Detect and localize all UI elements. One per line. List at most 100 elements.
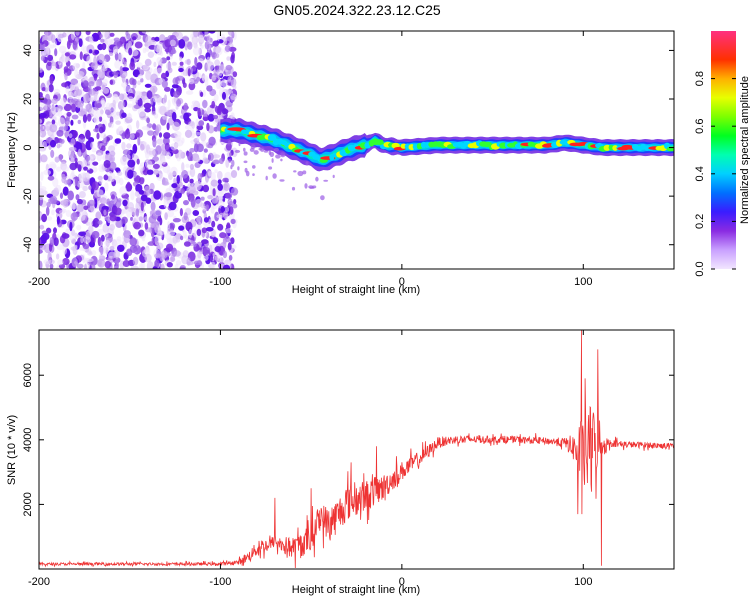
spectrogram-noise-cell	[155, 95, 163, 103]
spectrogram-noise-cell	[99, 132, 107, 139]
spectrogram-noise-cell	[196, 125, 204, 131]
spectrogram-noise-cell	[230, 54, 235, 64]
spectrogram-noise-cell	[167, 67, 173, 74]
spectrogram-noise-cell	[53, 187, 59, 197]
spectrogram-noise-cell	[40, 154, 48, 163]
spectrogram-noise-cell	[136, 120, 140, 129]
spectrogram-noise-cell	[57, 60, 62, 66]
spectrogram-noise-cell	[98, 68, 106, 79]
spectrogram-noise-cell	[138, 263, 144, 269]
spectrogram-noise-cell	[46, 44, 50, 55]
spectrogram-noise-cell	[66, 111, 72, 117]
spectrogram-noise-cell	[74, 232, 78, 239]
spectrogram-noise-cell	[197, 172, 203, 182]
spectrogram-noise-cell	[187, 41, 193, 50]
spectrogram-noise-cell	[44, 84, 50, 93]
spectrogram-noise-cell	[154, 36, 160, 42]
spectrogram-x-tick-label: -200	[28, 276, 50, 288]
spectrogram-noise-cell	[200, 202, 206, 209]
spectrogram-x-tick-label: 0	[399, 276, 405, 288]
spectrogram-noise-cell	[151, 231, 155, 238]
spectrogram-noise-cell	[178, 39, 186, 49]
spectrogram-noise-cell	[209, 187, 213, 197]
spectrogram-noise-cell	[121, 209, 125, 216]
spectrogram-noise-cell	[63, 103, 72, 112]
colorbar-tick-label: 0.8	[694, 71, 706, 86]
spectrogram-noise-cell	[57, 108, 63, 118]
spectrogram-speck	[272, 173, 277, 179]
spectrogram-x-tick-label: 100	[574, 276, 592, 288]
spectrogram-noise-cell	[102, 223, 109, 233]
spectrogram-noise-cell	[176, 139, 184, 147]
spectrogram-noise-cell	[64, 56, 69, 63]
spectrogram-noise-cell	[117, 244, 125, 252]
spectrogram-noise-cell	[52, 177, 59, 188]
spectrogram-noise-cell	[230, 79, 236, 87]
spectrogram-noise-cell	[187, 151, 193, 162]
spectrogram-noise-cell	[173, 250, 181, 257]
spectrogram-noise-cell	[214, 59, 221, 66]
spectrogram-noise-cell	[121, 216, 128, 224]
spectrogram-signal-blob	[421, 141, 427, 149]
spectrogram-noise-cell	[214, 254, 222, 262]
spectrogram-noise-cell	[152, 163, 160, 169]
spectrogram-noise-cell	[144, 83, 152, 88]
spectrogram-noise-cell	[104, 182, 109, 192]
spectrogram-noise-cell	[170, 143, 178, 151]
spectrogram-noise-cell	[145, 70, 152, 81]
spectrogram-noise-cell	[62, 32, 67, 38]
spectrogram-signal-blob	[612, 145, 619, 151]
spectrogram-noise-cell	[53, 88, 61, 95]
spectrogram-noise-cell	[214, 65, 220, 71]
spectrogram-noise-cell	[196, 76, 201, 82]
spectrogram-noise-cell	[184, 125, 192, 130]
spectrogram-noise-cell	[56, 143, 61, 149]
spectrogram-speck	[280, 158, 283, 162]
spectrogram-noise-cell	[86, 55, 92, 65]
spectrogram-noise-cell	[194, 56, 198, 66]
spectrogram-noise-cell	[221, 79, 228, 88]
spectrogram-noise-cell	[132, 98, 136, 107]
spectrogram-speck	[315, 176, 319, 182]
spectrogram-noise-cell	[98, 126, 104, 134]
spectrogram-speck	[275, 154, 281, 159]
spectrogram-noise-cell	[66, 40, 71, 50]
spectrogram-noise-cell	[164, 86, 171, 92]
spectrogram-noise-cell	[49, 123, 58, 133]
spectrogram-noise-cell	[172, 121, 181, 131]
spectrogram-noise-cell	[43, 169, 51, 176]
spectrogram-noise-cell	[51, 98, 58, 105]
spectrogram-noise-cell	[104, 239, 111, 247]
spectrogram-noise-cell	[153, 95, 157, 103]
snr-x-label: Height of straight line (km)	[292, 584, 420, 596]
spectrogram-noise-cell	[216, 31, 220, 42]
spectrogram-noise-cell	[103, 160, 111, 168]
spectrogram-noise-cell	[210, 206, 215, 214]
spectrogram-noise-cell	[105, 102, 112, 111]
spectrogram-speck	[312, 185, 317, 189]
spectrogram-signal-blobs	[221, 126, 674, 201]
spectrogram-noise-cell	[214, 105, 223, 114]
spectrogram-noise-cell	[208, 152, 214, 162]
spectrogram-noise-cell	[53, 227, 57, 234]
spectrogram-noise-cell	[121, 74, 126, 83]
spectrogram-noise-cell	[70, 78, 79, 86]
spectrogram-noise-cell	[72, 40, 78, 50]
spectrogram-noise-cell	[214, 246, 222, 253]
spectrogram-noise-cell	[126, 113, 133, 120]
spectrogram-noise-cell	[51, 119, 56, 125]
spectrogram-noise-cell	[102, 78, 108, 85]
spectrogram-noise-cell	[230, 170, 238, 178]
spectrogram-noise-cell	[186, 257, 191, 266]
spectrogram-noise-cell	[226, 222, 230, 227]
spectrogram-noise-cell	[90, 88, 96, 96]
spectrogram-noise-cell	[233, 199, 237, 205]
spectrogram-noise-cell	[51, 104, 56, 115]
spectrogram-noise-cell	[98, 177, 103, 185]
spectrogram-noise-cell	[70, 31, 76, 40]
spectrogram-noise-cell	[151, 110, 157, 116]
snr-y-tick-label: 6000	[22, 363, 34, 387]
spectrogram-noise-cell	[193, 143, 199, 153]
spectrogram-noise-cell	[202, 99, 208, 109]
